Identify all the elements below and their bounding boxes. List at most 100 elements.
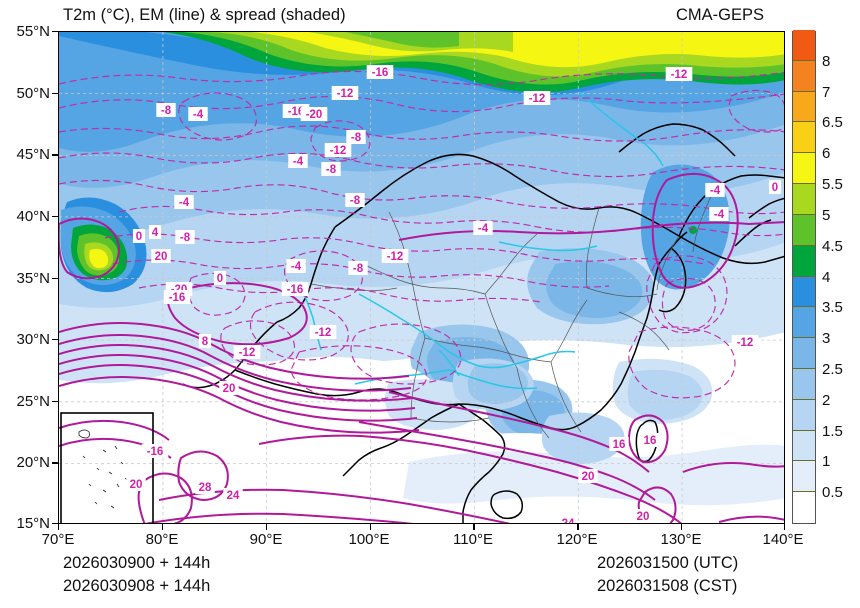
contour-label-bg: [705, 183, 725, 197]
contour-label-bg: [286, 259, 306, 273]
contour-label: 16: [613, 439, 626, 451]
contour-label: -4: [710, 185, 721, 197]
colorbar-tick-label: 2.5: [822, 360, 843, 378]
contour-label-bg: [195, 480, 215, 494]
tick-x: [58, 524, 60, 530]
ytick-label: 45°N: [16, 146, 50, 164]
contour-label-bg: [156, 103, 176, 117]
contour-label: 0: [136, 231, 142, 243]
ytick-label: 20°N: [16, 454, 50, 472]
contour-label: -12: [387, 251, 404, 263]
colorbar-segment: [793, 245, 815, 277]
ytick-label: 40°N: [16, 207, 50, 225]
tick-x: [161, 524, 164, 530]
xtick-label: 110°E: [453, 531, 493, 548]
colorbar-tick-label: 8: [822, 52, 831, 70]
contour-label-bg: [188, 107, 208, 121]
ytick-label: 30°N: [16, 331, 50, 349]
tick-y: [52, 339, 58, 341]
contour-label-bg: [346, 130, 366, 144]
contour-label: -12: [529, 93, 546, 105]
xtick-label: 120°E: [556, 531, 598, 548]
colorbar-divider: [793, 367, 815, 369]
contour-label: -16: [372, 67, 389, 79]
colorbar-tick-label: 2: [822, 391, 831, 409]
contour-label-bg: [141, 444, 169, 458]
contour-label: -4: [179, 197, 190, 209]
ytick-label: 35°N: [16, 269, 50, 287]
colorbar-segment: [793, 91, 815, 123]
colorbar-tick-label: 5: [822, 206, 831, 224]
contour-label-bg: [473, 221, 493, 235]
tick-y: [52, 215, 58, 218]
colorbar-segment: [793, 338, 815, 369]
colorbar[interactable]: [792, 30, 816, 524]
colorbar-tick-label: 5.5: [822, 176, 843, 194]
colorbar-divider: [793, 90, 815, 92]
contour-label-bg: [223, 488, 243, 502]
contour-label: -16: [169, 292, 186, 304]
footer-init-utc: 2026030900 + 144h: [63, 554, 211, 572]
colorbar-tick-label: 0.5: [822, 484, 843, 502]
contour-label-bg: [132, 229, 146, 243]
contour-label-bg: [381, 249, 409, 263]
colorbar-divider: [793, 183, 815, 185]
footer-init-cst: 2026030908 + 144h: [63, 577, 211, 595]
contour-label: 0: [772, 182, 778, 194]
tick-y: [52, 522, 58, 524]
tick-y: [52, 277, 58, 279]
colorbar-divider: [793, 275, 815, 277]
contour-label-bg: [281, 282, 309, 296]
tick-x: [577, 524, 579, 530]
colorbar-divider: [793, 337, 815, 339]
contours-zero-positive: [59, 173, 784, 523]
xtick-label: 130°E: [660, 531, 702, 548]
contour-label: -4: [714, 209, 725, 221]
contour-label-bg: [174, 195, 194, 209]
contour-label: -8: [180, 232, 191, 244]
contour-label: 20: [155, 251, 168, 263]
contour-label-bg: [321, 162, 341, 176]
contour-label-bg: [213, 271, 227, 285]
colorbar-segment: [793, 461, 815, 493]
footer-valid-utc: 2026031500 (UTC): [597, 554, 739, 572]
contour-label: -16: [147, 446, 164, 458]
contour-label: -20: [306, 109, 323, 121]
contour-label: 28: [199, 482, 212, 494]
contour-label: -12: [315, 327, 332, 339]
colorbar-tick-label: 3.5: [822, 299, 843, 317]
colorbar-tick-label: 1.5: [822, 422, 843, 440]
contour-labels: -16-12 -12-12-8 -4 -16 -20-8-12-8-4-8-4-80 42…: [126, 65, 782, 523]
contour-label-bg: [665, 67, 693, 81]
colorbar-divider: [793, 398, 815, 400]
contour-label: 20: [637, 511, 650, 523]
contour-label-bg: [331, 86, 359, 100]
colorbar-divider: [793, 491, 815, 493]
spread-shading: [59, 32, 784, 523]
contour-label-bg: [288, 154, 308, 168]
contour-label: -8: [353, 263, 364, 275]
contour-label: -12: [737, 337, 754, 349]
xtick-label: 80°E: [145, 531, 179, 548]
contour-label: -4: [193, 109, 204, 121]
contour-label: -4: [293, 156, 304, 168]
colorbar-segment: [793, 30, 815, 61]
contour-label: -12: [330, 145, 347, 157]
tick-y: [52, 92, 58, 94]
contour-label: 24: [227, 490, 240, 502]
contour-label: 8: [202, 336, 209, 348]
tick-x: [473, 524, 475, 530]
colorbar-segment: [793, 430, 815, 462]
colorbar-divider: [793, 121, 815, 123]
tick-x: [783, 524, 785, 530]
xtick-label: 90°E: [249, 531, 283, 548]
contour-label: -8: [351, 132, 362, 144]
contour-label-bg: [578, 469, 598, 483]
colorbar-segment: [793, 276, 815, 308]
xtick-label: 140°E: [762, 531, 804, 548]
ytick-label: 50°N: [16, 84, 50, 102]
tick-y: [52, 154, 58, 156]
contour-label: 20: [582, 471, 595, 483]
plot-area: -16 -12 -12 -12 -8 -4 -16 -20 -8 -12 -8 -4 -8 -4 -8 0 4 2…: [52, 31, 785, 530]
